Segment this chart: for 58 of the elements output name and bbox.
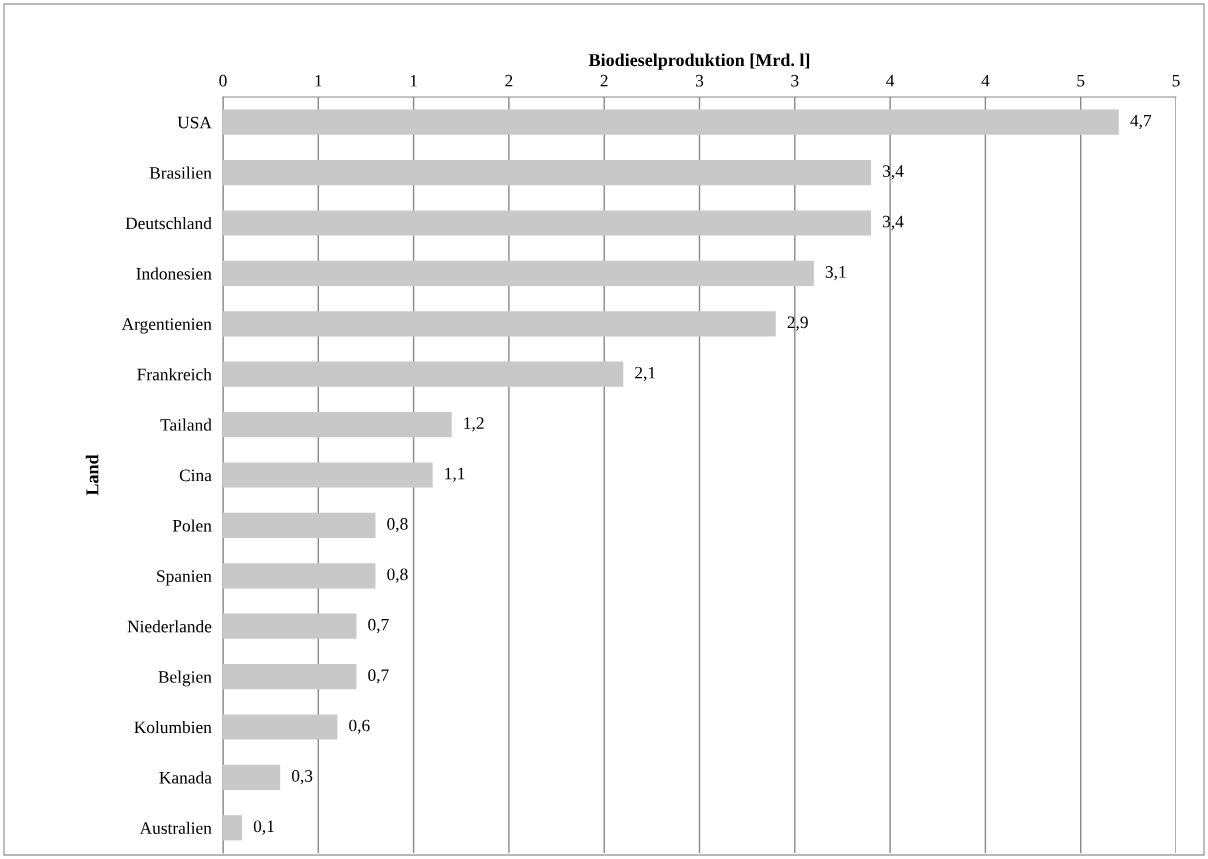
y-tick-label: Polen: [172, 519, 212, 532]
data-label: 1,2: [464, 417, 484, 432]
data-label: 3,4: [882, 215, 904, 230]
y-tick-label: Frankreich: [137, 368, 212, 381]
y-tick-label: Niederlande: [127, 620, 212, 633]
bar: [223, 714, 338, 740]
x-tick-label: 5: [1077, 74, 1085, 87]
x-tick-label: 0: [219, 74, 227, 87]
bar: [223, 210, 872, 236]
y-tick-label: Cina: [179, 469, 212, 482]
bar: [223, 664, 357, 690]
x-axis-title: Biodieselproduktion [Mrd. l]: [588, 53, 810, 70]
y-axis-title: Land: [85, 454, 99, 496]
data-label: 0,1: [253, 820, 274, 835]
bar: [223, 109, 1119, 135]
y-tick-label: Indonesien: [136, 267, 212, 280]
bar: [223, 361, 624, 387]
y-tick-label: Brasilien: [149, 166, 212, 179]
y-tick-label: Tailand: [160, 418, 212, 431]
x-tick-label: 3: [695, 74, 704, 87]
x-tick-label: 1: [410, 74, 417, 87]
data-label: 4,7: [1130, 114, 1152, 130]
bar: [223, 613, 357, 639]
x-tick-label: 2: [505, 74, 513, 87]
data-label: 3,4: [882, 165, 904, 180]
bar: [223, 412, 452, 438]
y-tick-label: Kolumbien: [134, 720, 212, 734]
bar: [223, 260, 814, 286]
data-label: 3,1: [825, 266, 846, 281]
x-tick-label: 3: [791, 74, 799, 87]
data-label: 0,7: [368, 618, 389, 634]
x-tick-label: 5: [1172, 74, 1180, 87]
y-tick-label: USA: [177, 116, 212, 129]
data-label: 0,3: [291, 770, 313, 785]
data-label: 0,8: [387, 568, 408, 583]
x-tick-label: 1: [315, 74, 322, 87]
data-label: 2,1: [635, 366, 656, 382]
data-label: 0,8: [387, 518, 408, 533]
y-tick-label: Kanada: [159, 771, 212, 784]
data-label: 2,9: [787, 316, 808, 331]
x-tick-label: 4: [886, 74, 895, 87]
data-label: 0,7: [368, 669, 389, 684]
x-tick-label: 4: [981, 74, 990, 87]
y-tick-label: Argentienien: [121, 318, 212, 334]
y-tick-label: Belgien: [158, 670, 212, 687]
bar: [223, 815, 243, 841]
bar: [223, 160, 872, 186]
bar: [223, 764, 281, 790]
bar: [223, 462, 433, 488]
data-label: 0,6: [349, 719, 370, 734]
y-tick-label: Spanien: [157, 570, 212, 586]
bar: [223, 512, 376, 538]
y-tick-label: Australien: [139, 821, 212, 834]
bar: [223, 563, 376, 589]
data-label: 1,1: [445, 467, 465, 482]
y-tick-label: Deutschland: [125, 216, 212, 230]
x-tick-label: 2: [600, 74, 608, 87]
bar: [223, 311, 776, 337]
